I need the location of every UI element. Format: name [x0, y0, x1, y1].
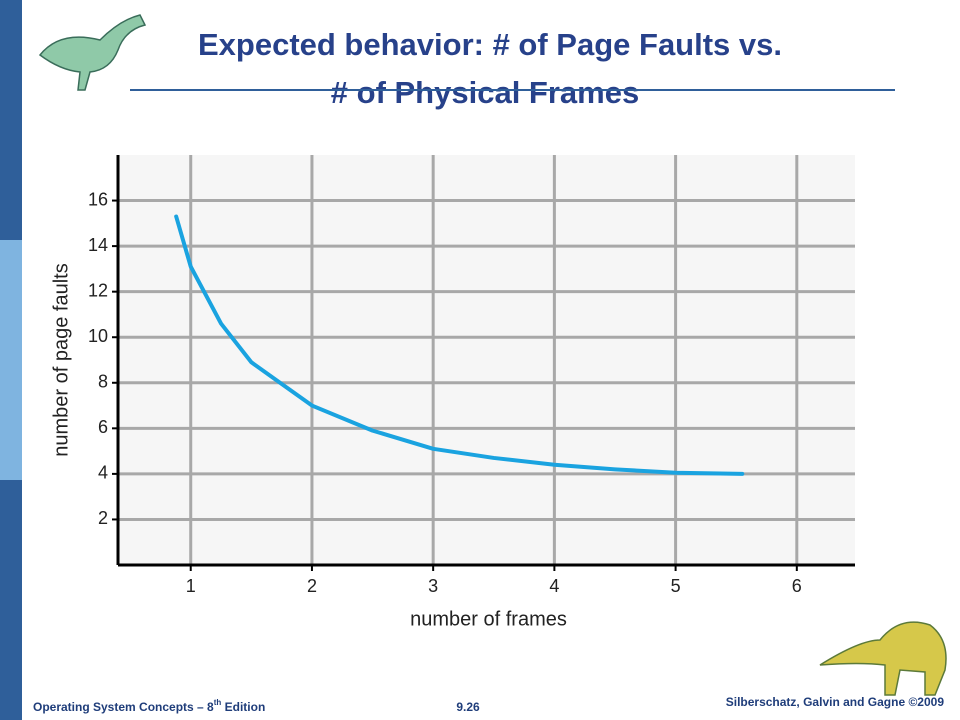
slide-title: Expected behavior: # of Page Faults vs.	[198, 27, 782, 62]
footer-left: Operating System Concepts – 8th Edition	[33, 698, 265, 714]
x-axis-label: number of frames	[410, 608, 567, 630]
x-tick-label: 4	[549, 576, 559, 596]
footer-text: Edition	[221, 700, 265, 714]
x-tick-label: 2	[307, 576, 317, 596]
footer-center: 9.26	[456, 700, 480, 714]
y-axis-label: number of page faults	[50, 263, 72, 456]
x-tick-label: 5	[671, 576, 681, 596]
dinosaur-icon	[38, 14, 147, 91]
plot-area	[118, 155, 855, 565]
y-tick-label: 10	[88, 326, 108, 346]
data-line	[174, 214, 745, 476]
slide-title: # of Physical Frames	[331, 75, 639, 110]
x-tick-label: 3	[428, 576, 438, 596]
y-tick-label: 16	[88, 189, 108, 209]
x-tick-label: 1	[186, 576, 196, 596]
y-tick-label: 4	[98, 463, 108, 483]
footer-text: Operating System Concepts – 8	[33, 700, 214, 714]
footer-sup: th	[214, 698, 222, 707]
y-tick-label: 14	[88, 235, 108, 255]
y-tick-label: 6	[98, 417, 108, 437]
y-tick-label: 8	[98, 372, 108, 392]
side-bar-accent	[0, 240, 22, 480]
footer-right: Silberschatz, Galvin and Gagne ©2009	[726, 695, 945, 709]
y-tick-label: 12	[88, 280, 108, 300]
x-tick-label: 6	[792, 576, 802, 596]
dinosaur-icon	[819, 621, 947, 696]
y-tick-label: 2	[98, 508, 108, 528]
